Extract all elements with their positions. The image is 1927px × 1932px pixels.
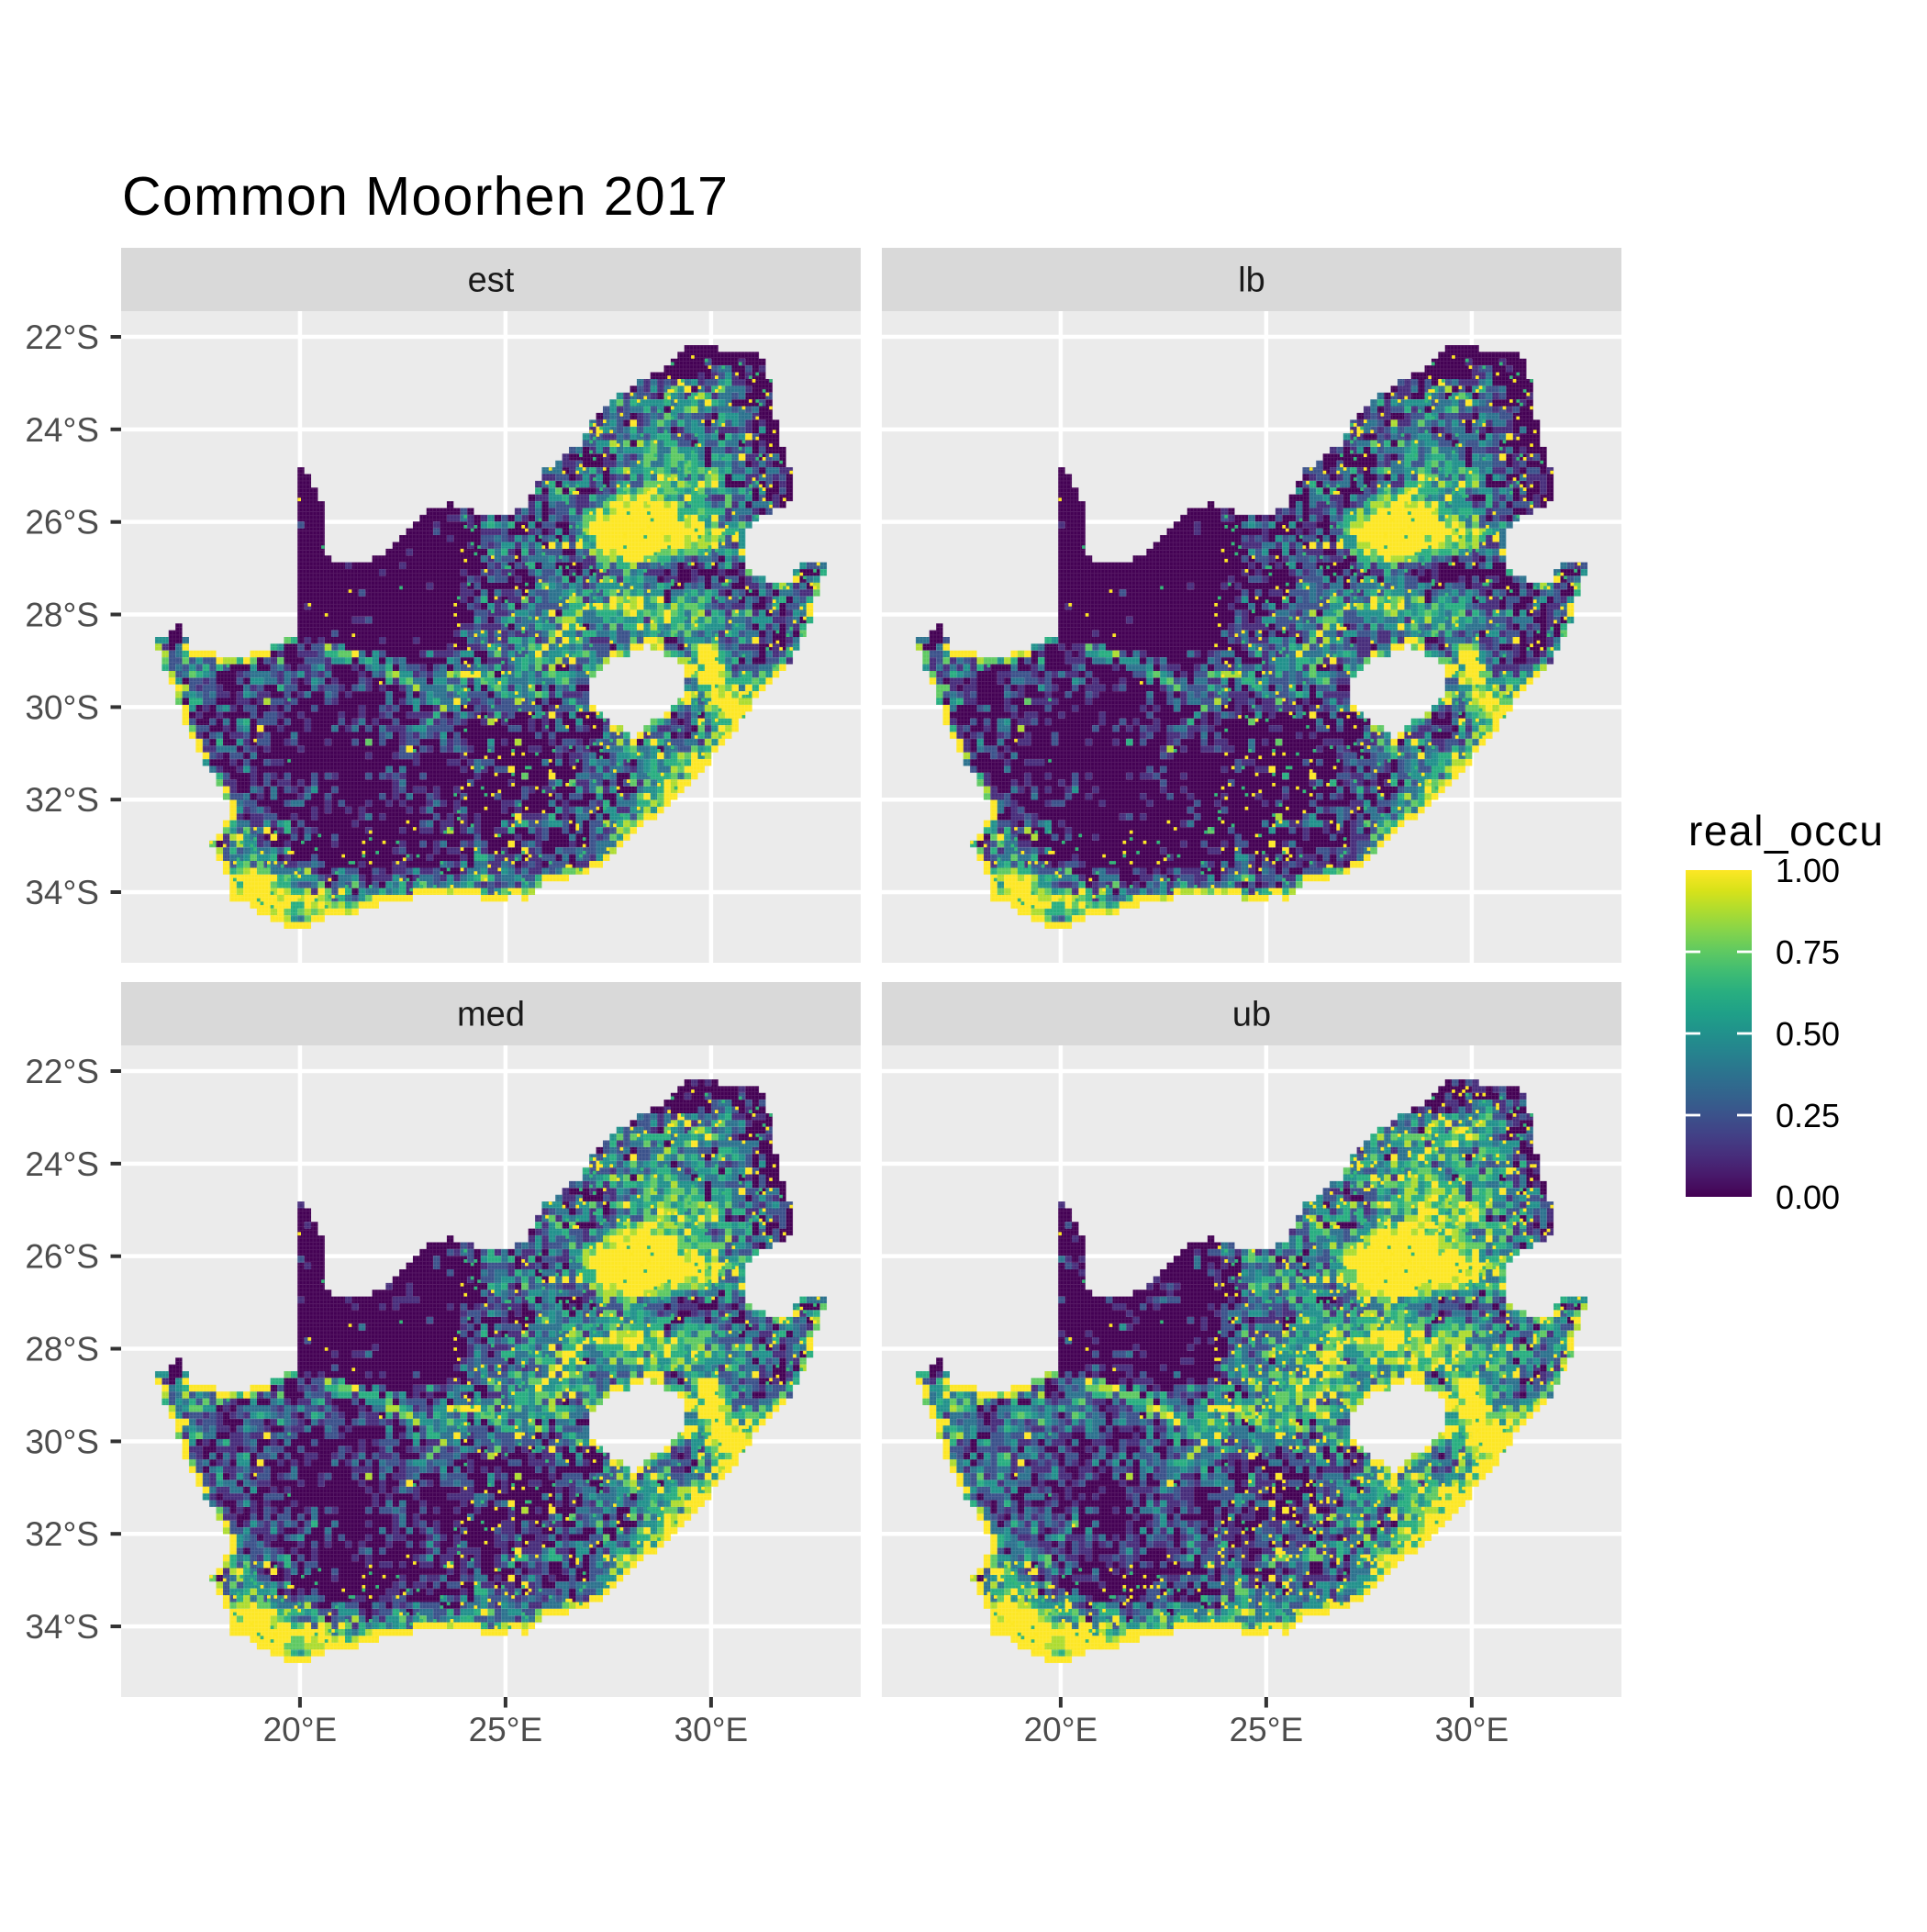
svg-text:ub: ub xyxy=(1232,996,1271,1034)
svg-text:22°S: 22°S xyxy=(25,1053,99,1090)
svg-text:28°S: 28°S xyxy=(25,597,99,634)
svg-text:24°S: 24°S xyxy=(25,411,99,449)
svg-text:22°S: 22°S xyxy=(25,318,99,356)
svg-text:Common Moorhen 2017: Common Moorhen 2017 xyxy=(122,166,728,227)
svg-text:med: med xyxy=(457,996,525,1034)
svg-text:0.00: 0.00 xyxy=(1776,1178,1840,1216)
svg-text:20°E: 20°E xyxy=(263,1711,338,1748)
svg-text:25°E: 25°E xyxy=(1230,1711,1304,1748)
svg-text:0.75: 0.75 xyxy=(1776,933,1840,971)
svg-text:20°E: 20°E xyxy=(1024,1711,1098,1748)
svg-text:32°S: 32°S xyxy=(25,1515,99,1553)
svg-text:1.00: 1.00 xyxy=(1776,852,1840,889)
svg-text:est: est xyxy=(468,262,515,300)
svg-text:28°S: 28°S xyxy=(25,1331,99,1368)
svg-text:30°E: 30°E xyxy=(674,1711,749,1748)
svg-text:real_occu: real_occu xyxy=(1688,807,1883,854)
svg-text:26°S: 26°S xyxy=(25,504,99,542)
svg-text:30°S: 30°S xyxy=(25,688,99,726)
svg-text:0.50: 0.50 xyxy=(1776,1015,1840,1053)
svg-text:32°S: 32°S xyxy=(25,781,99,819)
svg-text:25°E: 25°E xyxy=(469,1711,543,1748)
svg-text:34°S: 34°S xyxy=(25,874,99,911)
svg-text:30°S: 30°S xyxy=(25,1423,99,1460)
svg-text:24°S: 24°S xyxy=(25,1145,99,1183)
svg-text:0.25: 0.25 xyxy=(1776,1097,1840,1134)
svg-text:30°E: 30°E xyxy=(1435,1711,1509,1748)
svg-text:34°S: 34°S xyxy=(25,1608,99,1646)
svg-text:lb: lb xyxy=(1238,262,1265,300)
svg-text:26°S: 26°S xyxy=(25,1238,99,1276)
